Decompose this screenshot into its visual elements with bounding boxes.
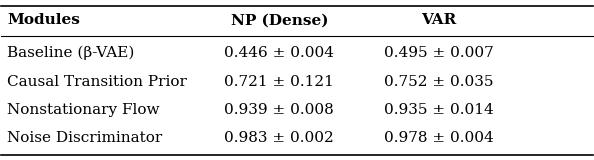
- Text: Modules: Modules: [7, 13, 80, 27]
- Text: 0.939 ± 0.008: 0.939 ± 0.008: [225, 103, 334, 117]
- Text: Baseline (β-VAE): Baseline (β-VAE): [7, 46, 135, 60]
- Text: Causal Transition Prior: Causal Transition Prior: [7, 75, 187, 89]
- Text: 0.978 ± 0.004: 0.978 ± 0.004: [384, 131, 494, 145]
- Text: VAR: VAR: [421, 13, 457, 27]
- Text: 0.983 ± 0.002: 0.983 ± 0.002: [225, 131, 334, 145]
- Text: NP (Dense): NP (Dense): [230, 13, 328, 27]
- Text: 0.721 ± 0.121: 0.721 ± 0.121: [225, 75, 334, 89]
- Text: 0.752 ± 0.035: 0.752 ± 0.035: [384, 75, 494, 89]
- Text: 0.495 ± 0.007: 0.495 ± 0.007: [384, 46, 494, 60]
- Text: 0.446 ± 0.004: 0.446 ± 0.004: [225, 46, 334, 60]
- Text: Nonstationary Flow: Nonstationary Flow: [7, 103, 160, 117]
- Text: 0.935 ± 0.014: 0.935 ± 0.014: [384, 103, 494, 117]
- Text: Noise Discriminator: Noise Discriminator: [7, 131, 163, 145]
